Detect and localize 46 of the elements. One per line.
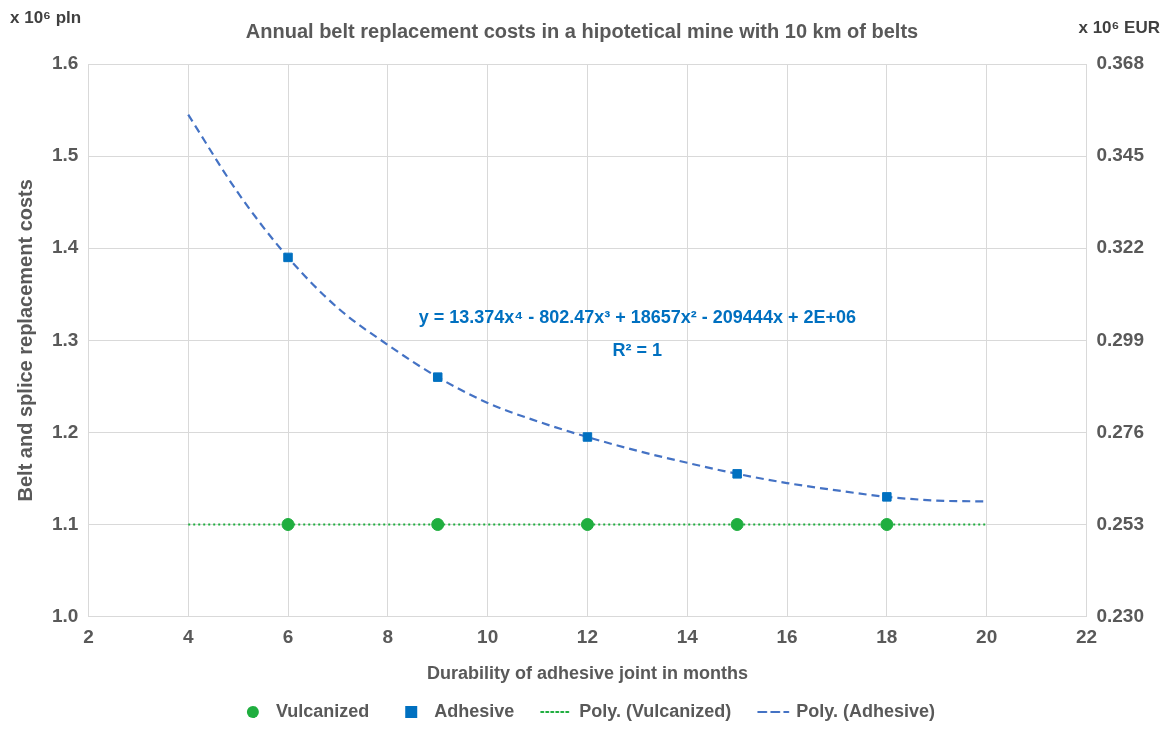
y2-tick-label: 0.368 (1096, 52, 1144, 74)
y2-tick-label: 0.345 (1096, 144, 1145, 166)
legend-label: Adhesive (434, 700, 515, 721)
x-tick-label: 20 (976, 626, 998, 648)
y-tick-label: 1.1 (51, 512, 79, 534)
point (432, 372, 443, 382)
text: x 10⁶ EUR (1078, 17, 1160, 37)
y2-tick-label: 0.322 (1096, 236, 1144, 258)
point (580, 518, 594, 531)
y-tick-label: 1.4 (51, 236, 79, 258)
point (732, 469, 742, 479)
x-tick-label: 18 (876, 626, 898, 648)
y2-tick-label: 0.253 (1096, 512, 1144, 534)
x-axis-title: Durability of adhesive joint in months (426, 663, 748, 684)
point (281, 518, 295, 531)
y-tick-label: 1.5 (51, 144, 79, 166)
y2-tick-label: 0.230 (1096, 604, 1144, 626)
point (730, 518, 744, 531)
point (882, 492, 892, 502)
point (431, 518, 445, 531)
y-tick-label: 1.2 (51, 420, 79, 442)
chart-title: Annual belt replacement costs in a hipotetical mine with 10 km of belts (245, 19, 919, 42)
x-tick-label: 4 (182, 626, 194, 648)
point (880, 518, 894, 531)
x-tick-label: 8 (382, 626, 394, 648)
y-tick-label: 1.6 (51, 52, 79, 74)
x-tick-label: 6 (282, 626, 294, 648)
y-axis-title: Belt and splice replacement costs (13, 179, 36, 502)
x-tick-label: 10 (477, 626, 499, 648)
x-tick-label: 12 (576, 626, 598, 648)
text: x 10⁶ pln (10, 7, 82, 27)
y-tick-label: 1.0 (51, 604, 79, 626)
x-tick-label: 22 (1075, 626, 1098, 648)
x-tick-label: 14 (676, 626, 699, 648)
annotation: R² = 1 (612, 340, 663, 361)
x-tick-label: 16 (776, 626, 798, 648)
legend-label: Poly. (Vulcanized) (579, 700, 732, 721)
point (582, 432, 593, 442)
legend-label: Vulcanized (275, 700, 370, 721)
y2-tick-label: 0.299 (1096, 328, 1144, 350)
annotation: y = 13.374x⁴ - 802.47x³ + 18657x² - 209444x + 2E+06 (418, 307, 856, 328)
y-tick-label: 1.3 (51, 328, 79, 350)
legend-label: Poly. (Adhesive) (796, 700, 935, 721)
y2-tick-label: 0.276 (1096, 420, 1144, 442)
x-tick-label: 2 (83, 626, 94, 648)
point (283, 252, 293, 263)
